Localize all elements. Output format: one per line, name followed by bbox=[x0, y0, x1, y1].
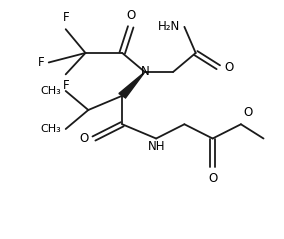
Text: N: N bbox=[141, 65, 149, 78]
Text: NH: NH bbox=[147, 140, 165, 153]
Text: O: O bbox=[224, 61, 233, 74]
Text: CH₃: CH₃ bbox=[41, 124, 61, 134]
Text: F: F bbox=[62, 79, 69, 92]
Text: O: O bbox=[244, 107, 253, 120]
Text: CH₃: CH₃ bbox=[41, 86, 61, 96]
Text: O: O bbox=[208, 172, 217, 185]
Polygon shape bbox=[119, 72, 145, 98]
Text: H₂N: H₂N bbox=[158, 20, 180, 33]
Text: O: O bbox=[79, 132, 88, 145]
Text: F: F bbox=[62, 11, 69, 24]
Text: F: F bbox=[38, 56, 45, 69]
Text: O: O bbox=[126, 9, 135, 22]
